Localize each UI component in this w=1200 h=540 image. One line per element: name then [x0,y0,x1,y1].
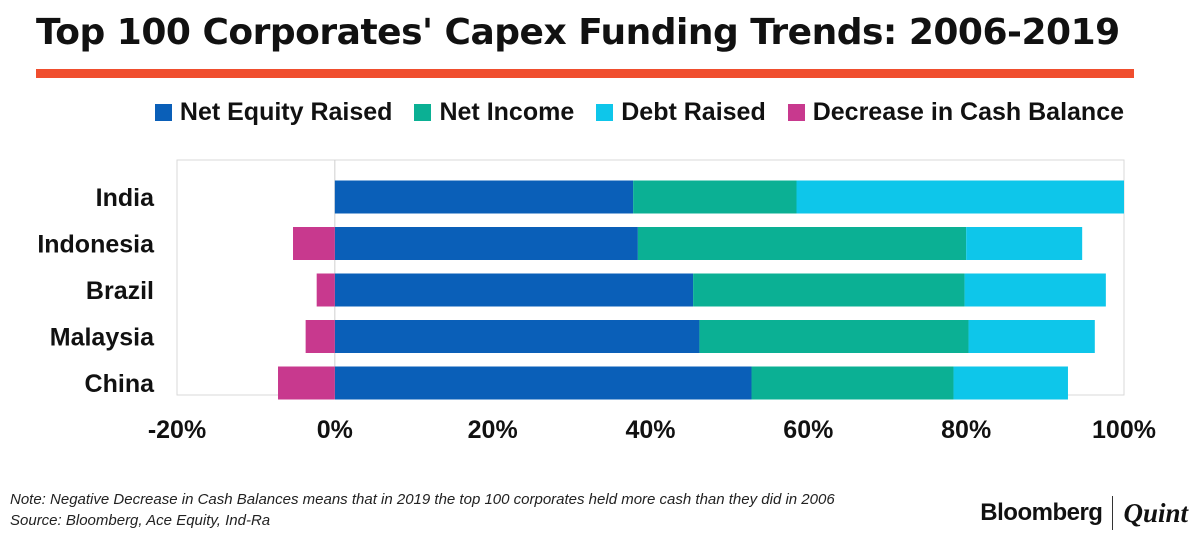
legend-item-net-equity: Net Equity Raised [154,98,393,127]
x-tick-label: 60% [783,416,833,444]
legend-item-cash-decrease: Decrease in Cash Balance [787,98,1124,127]
bar-india-net-income [633,180,797,214]
bar-malaysia-decrease-in-cash-balance [305,320,335,353]
legend-label-net-equity: Net Equity Raised [179,98,393,126]
x-tick-label: 40% [625,416,675,444]
brand-secondary: Quint [1123,497,1188,528]
y-tick-label-china: China [85,370,156,398]
source-text: Source: Bloomberg, Ace Equity, Ind-Ra [10,512,271,529]
bar-indonesia-debt-raised [966,227,1083,260]
bar-malaysia-net-equity-raised [334,320,700,353]
brand-logo: Bloomberg Quint [980,496,1188,530]
bar-malaysia-debt-raised [968,320,1095,353]
bar-brazil-net-income [693,273,965,307]
legend-swatch-net-equity [154,104,172,121]
x-tick-label: 80% [941,416,991,444]
x-tick-label: -20% [148,416,206,444]
stacked-bar-chart: India Indonesia Brazil Malaysia China -20% 0%… [37,159,1156,444]
legend-item-debt-raised: Debt Raised [596,98,766,127]
y-tick-label-india: India [96,184,155,212]
x-tick-label: 0% [317,416,353,444]
bar-indonesia-net-income [637,227,967,260]
bar-china-debt-raised [953,366,1068,400]
page-title: Top 100 Corporates' Capex Funding Trends… [36,12,1120,53]
legend-swatch-debt-raised [596,104,614,121]
bar-india-net-equity-raised [334,180,634,214]
legend-swatch-net-income [414,104,432,121]
x-tick-label: 20% [468,416,518,444]
bar-brazil-net-equity-raised [334,273,694,307]
y-tick-label-brazil: Brazil [86,277,154,305]
legend-swatch-cash-decrease [787,104,805,121]
brand-divider [1112,496,1114,530]
y-tick-label-indonesia: Indonesia [37,231,155,259]
bar-china-decrease-in-cash-balance [278,366,335,400]
y-tick-label-malaysia: Malaysia [50,324,155,352]
legend-label-debt-raised: Debt Raised [621,98,766,126]
chart-legend: Net Equity Raised Net Income Debt Raised… [154,98,1124,127]
chart-footnote: Note: Negative Decrease in Cash Balances… [10,489,835,531]
bar-china-net-equity-raised [334,366,752,400]
bar-indonesia-net-equity-raised [334,227,638,260]
legend-label-cash-decrease: Decrease in Cash Balance [812,98,1124,126]
bar-brazil-debt-raised [964,273,1106,307]
note-text: Note: Negative Decrease in Cash Balances… [10,491,835,508]
brand-primary: Bloomberg [980,499,1103,526]
bar-india-debt-raised [796,180,1124,214]
title-underline [36,69,1134,78]
bar-malaysia-net-income [699,320,969,353]
bar-china-net-income [751,366,954,400]
bar-brazil-decrease-in-cash-balance [316,273,335,307]
legend-item-net-income: Net Income [414,98,574,127]
x-tick-label: 100% [1092,416,1156,444]
legend-label-net-income: Net Income [439,98,575,126]
bar-indonesia-decrease-in-cash-balance [293,227,335,260]
